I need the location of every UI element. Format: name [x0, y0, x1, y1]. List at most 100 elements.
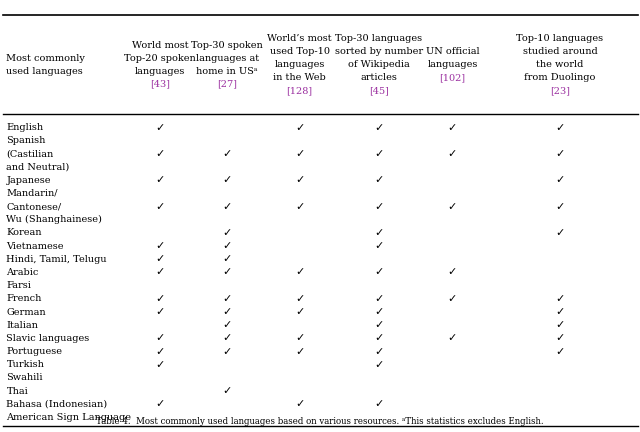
Text: ✓: ✓: [223, 346, 232, 356]
Text: Table 4.  Most commonly used languages based on various resources. ᵃThis statist: Table 4. Most commonly used languages ba…: [96, 417, 544, 426]
Text: ✓: ✓: [156, 360, 164, 370]
Text: home in USᵃ: home in USᵃ: [196, 67, 258, 76]
Text: used Top-10: used Top-10: [269, 48, 330, 56]
Text: World’s most: World’s most: [268, 35, 332, 43]
Text: American Sign Language: American Sign Language: [6, 413, 131, 422]
Text: ✓: ✓: [156, 267, 164, 277]
Text: ✓: ✓: [374, 149, 383, 159]
Text: ✓: ✓: [223, 334, 232, 343]
Text: ✓: ✓: [295, 202, 304, 212]
Text: ✓: ✓: [374, 360, 383, 370]
Text: Wu (Shanghainese): Wu (Shanghainese): [6, 215, 102, 224]
Text: ✓: ✓: [448, 202, 457, 212]
Text: Thai: Thai: [6, 387, 28, 396]
Text: ✓: ✓: [156, 307, 164, 317]
Text: used languages: used languages: [6, 67, 83, 76]
Text: languages: languages: [135, 67, 185, 76]
Text: ✓: ✓: [556, 149, 564, 159]
Text: (Castilian: (Castilian: [6, 149, 54, 159]
Text: ✓: ✓: [374, 202, 383, 212]
Text: ✓: ✓: [374, 334, 383, 343]
Text: ✓: ✓: [556, 123, 564, 133]
Text: sorted by number: sorted by number: [335, 48, 423, 56]
Text: Vietnamese: Vietnamese: [6, 241, 64, 251]
Text: ✓: ✓: [223, 254, 232, 264]
Text: ✓: ✓: [295, 294, 304, 304]
Text: ✓: ✓: [556, 307, 564, 317]
Text: ✓: ✓: [556, 175, 564, 185]
Text: Korean: Korean: [6, 229, 42, 238]
Text: in the Web: in the Web: [273, 73, 326, 82]
Text: ✓: ✓: [374, 399, 383, 409]
Text: from Duolingo: from Duolingo: [524, 73, 596, 82]
Text: Cantonese/: Cantonese/: [6, 202, 61, 211]
Text: ✓: ✓: [223, 149, 232, 159]
Text: [102]: [102]: [440, 73, 465, 82]
Text: ✓: ✓: [156, 254, 164, 264]
Text: ✓: ✓: [223, 320, 232, 330]
Text: German: German: [6, 308, 46, 317]
Text: ✓: ✓: [156, 202, 164, 212]
Text: and Neutral): and Neutral): [6, 162, 70, 172]
Text: Arabic: Arabic: [6, 268, 39, 277]
Text: ✓: ✓: [295, 149, 304, 159]
Text: ✓: ✓: [448, 334, 457, 343]
Text: ✓: ✓: [448, 267, 457, 277]
Text: ✓: ✓: [295, 334, 304, 343]
Text: Slavic languages: Slavic languages: [6, 334, 90, 343]
Text: ✓: ✓: [223, 307, 232, 317]
Text: ✓: ✓: [156, 149, 164, 159]
Text: ✓: ✓: [448, 123, 457, 133]
Text: ✓: ✓: [156, 175, 164, 185]
Text: ✓: ✓: [223, 202, 232, 212]
Text: Mandarin/: Mandarin/: [6, 189, 58, 198]
Text: Japanese: Japanese: [6, 176, 51, 185]
Text: Most commonly: Most commonly: [6, 54, 85, 63]
Text: ✓: ✓: [156, 241, 164, 251]
Text: ✓: ✓: [156, 346, 164, 356]
Text: ✓: ✓: [295, 307, 304, 317]
Text: ✓: ✓: [448, 294, 457, 304]
Text: ✓: ✓: [156, 334, 164, 343]
Text: ✓: ✓: [156, 399, 164, 409]
Text: ✓: ✓: [374, 346, 383, 356]
Text: languages at: languages at: [196, 54, 259, 63]
Text: ✓: ✓: [295, 346, 304, 356]
Text: Spanish: Spanish: [6, 136, 46, 145]
Text: ✓: ✓: [223, 175, 232, 185]
Text: [45]: [45]: [369, 86, 389, 95]
Text: ✓: ✓: [156, 123, 164, 133]
Text: World most: World most: [132, 41, 188, 50]
Text: [128]: [128]: [287, 86, 312, 95]
Text: ✓: ✓: [374, 175, 383, 185]
Text: Top-30 languages: Top-30 languages: [335, 35, 422, 43]
Text: articles: articles: [360, 73, 397, 82]
Text: ✓: ✓: [374, 294, 383, 304]
Text: the world: the world: [536, 60, 584, 69]
Text: ✓: ✓: [556, 334, 564, 343]
Text: ✓: ✓: [295, 175, 304, 185]
Text: ✓: ✓: [223, 386, 232, 396]
Text: [43]: [43]: [150, 80, 170, 89]
Text: Italian: Italian: [6, 321, 38, 330]
Text: ✓: ✓: [374, 267, 383, 277]
Text: of Wikipedia: of Wikipedia: [348, 60, 410, 69]
Text: ✓: ✓: [374, 241, 383, 251]
Text: ✓: ✓: [374, 123, 383, 133]
Text: Top-10 languages: Top-10 languages: [516, 35, 604, 43]
Text: Hindi, Tamil, Telugu: Hindi, Tamil, Telugu: [6, 255, 107, 264]
Text: Portuguese: Portuguese: [6, 347, 63, 356]
Text: ✓: ✓: [448, 149, 457, 159]
Text: ✓: ✓: [374, 320, 383, 330]
Text: ✓: ✓: [556, 320, 564, 330]
Text: French: French: [6, 294, 42, 303]
Text: ✓: ✓: [374, 307, 383, 317]
Text: Swahili: Swahili: [6, 373, 43, 382]
Text: ✓: ✓: [223, 267, 232, 277]
Text: Top-30 spoken: Top-30 spoken: [191, 41, 263, 50]
Text: ✓: ✓: [295, 123, 304, 133]
Text: ✓: ✓: [374, 228, 383, 238]
Text: Top-20 spoken: Top-20 spoken: [124, 54, 196, 63]
Text: studied around: studied around: [523, 48, 597, 56]
Text: ✓: ✓: [295, 267, 304, 277]
